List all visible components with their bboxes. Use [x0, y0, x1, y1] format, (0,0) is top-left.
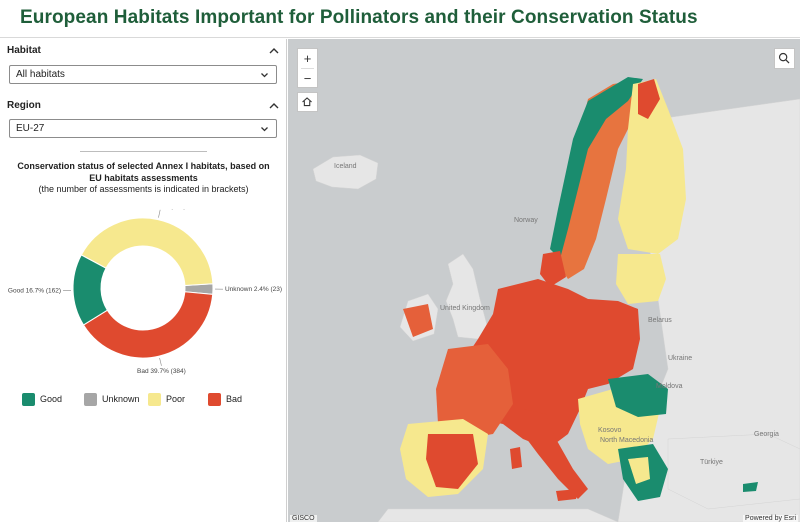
sardinia-region: [510, 447, 522, 469]
zoom-control: + −: [297, 48, 318, 88]
habitat-filter-label: Habitat: [7, 45, 41, 56]
legend-label-poor: Poor: [166, 394, 186, 404]
region-filter-header[interactable]: Region: [7, 100, 280, 116]
chevron-down-icon: [261, 127, 268, 132]
legend-swatch-poor: [148, 393, 161, 406]
map-attribution-esri[interactable]: Powered by Esri: [743, 515, 798, 522]
data-label-bad: Bad 39.7% (384): [137, 368, 186, 375]
donut-chart: Unknown 2.4% (23) Bad 39.7% (384) Good 16.…: [8, 209, 282, 375]
north-africa-shape: [377, 508, 619, 522]
title-bar: European Habitats Important for Pollinat…: [0, 0, 800, 38]
ireland-bad-region: [403, 304, 433, 337]
map-attribution-gisco: GISCO: [290, 515, 317, 522]
donut-slice-bad[interactable]: [82, 291, 214, 359]
legend-swatch-unknown: [84, 393, 97, 406]
map-label-north-macedonia: North Macedonia: [600, 437, 654, 444]
zoom-separator: [301, 68, 314, 69]
greece-poor-region: [628, 457, 650, 484]
baltics-region: [616, 254, 666, 304]
sicily-region: [556, 489, 578, 501]
norway-coast-region: [550, 77, 643, 259]
search-button[interactable]: [774, 48, 795, 69]
region-filter-label: Region: [7, 100, 41, 111]
search-icon: [778, 52, 790, 64]
finland-region: [618, 79, 686, 254]
denmark-region: [540, 251, 566, 287]
uk-shape: [445, 253, 489, 340]
chart-subtitle: (the number of assessments is indicated …: [38, 184, 249, 194]
map-label-moldova: Moldova: [656, 383, 683, 390]
region-select[interactable]: EU-27: [9, 119, 277, 138]
habitat-filter-header[interactable]: Habitat: [7, 45, 280, 61]
cyprus-region: [743, 482, 758, 492]
legend-label-bad: Bad: [226, 394, 243, 404]
turkey-shape: [667, 433, 800, 510]
donut-slice-poor[interactable]: [80, 217, 214, 287]
home-icon: [302, 97, 312, 107]
map-label-georgia: Georgia: [754, 431, 779, 438]
map-label-kosovo: Kosovo: [598, 427, 622, 434]
zoom-out-button[interactable]: −: [303, 71, 312, 86]
data-label-poor: Poor 41.2% (399): [135, 209, 186, 210]
romania-region: [608, 374, 668, 417]
map-label-turkiye: Türkiye: [700, 459, 723, 466]
data-label-unknown: Unknown 2.4% (23): [225, 286, 282, 293]
habitat-select[interactable]: All habitats: [9, 65, 277, 84]
habitat-select-value: All habitats: [16, 69, 65, 80]
map-label-iceland: Iceland: [334, 163, 357, 170]
map-label-belarus: Belarus: [648, 317, 672, 324]
legend-label-unknown: Unknown: [102, 394, 140, 404]
italy-region: [523, 409, 588, 499]
legend-label-good: Good: [40, 394, 63, 404]
map-canvas[interactable]: [288, 39, 800, 522]
map-label-ukraine: Ukraine: [668, 355, 693, 362]
map-label-uk: United Kingdom: [440, 305, 490, 312]
map-label-norway: Norway: [514, 217, 538, 224]
chart-legend: Good Unknown Poor Bad: [22, 393, 282, 407]
divider: [80, 151, 207, 152]
home-button[interactable]: [297, 92, 318, 112]
chevron-up-icon[interactable]: [268, 45, 280, 57]
legend-swatch-good: [22, 393, 35, 406]
chevron-down-icon: [261, 73, 268, 78]
leader-line-bad: [159, 357, 162, 366]
side-panel: Habitat All habitats Region EU-27 Conser…: [0, 39, 287, 522]
map-view[interactable]: Iceland Norway United Kingdom Belarus Uk…: [288, 39, 800, 522]
region-select-value: EU-27: [16, 123, 45, 134]
iberia-bad-region: [426, 434, 478, 489]
zoom-in-button[interactable]: +: [303, 51, 312, 66]
leader-line-poor: [158, 209, 161, 218]
sweden-region: [558, 81, 638, 279]
chevron-up-icon[interactable]: [268, 100, 280, 112]
france-region: [436, 344, 513, 439]
iceland-shape: [312, 154, 379, 190]
finland-north-region: [638, 79, 660, 119]
data-label-good: Good 16.7% (162): [8, 288, 61, 295]
chart-title: Conservation status of selected Annex I …: [17, 161, 270, 183]
page-title: European Habitats Important for Pollinat…: [20, 7, 698, 28]
legend-swatch-bad: [208, 393, 221, 406]
